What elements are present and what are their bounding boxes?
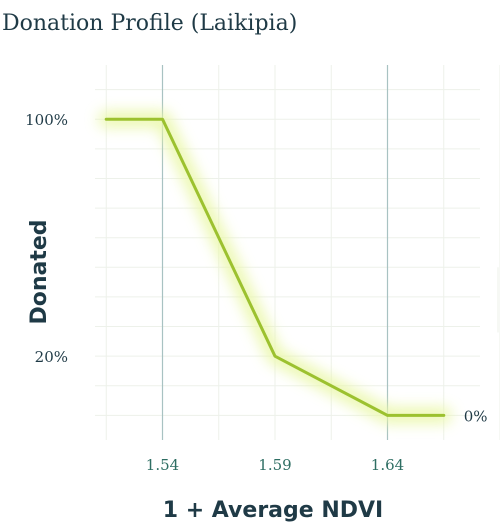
series-line [104,117,446,417]
y-axis-ticks: 100% 20% [25,111,68,366]
chart-title: Donation Profile (Laikipia) [2,11,297,36]
end-value-label: 0% [464,407,488,425]
y-tick-label: 100% [25,111,68,129]
x-axis-ticks: 1.54 1.59 1.64 [146,456,404,474]
x-tick-label: 1.64 [371,456,404,474]
x-axis-label: 1 + Average NDVI [163,498,383,523]
y-axis-label: Donated [27,219,52,324]
y-tick-label: 20% [35,348,68,366]
x-tick-label: 1.59 [258,456,291,474]
x-tick-label: 1.54 [146,456,179,474]
